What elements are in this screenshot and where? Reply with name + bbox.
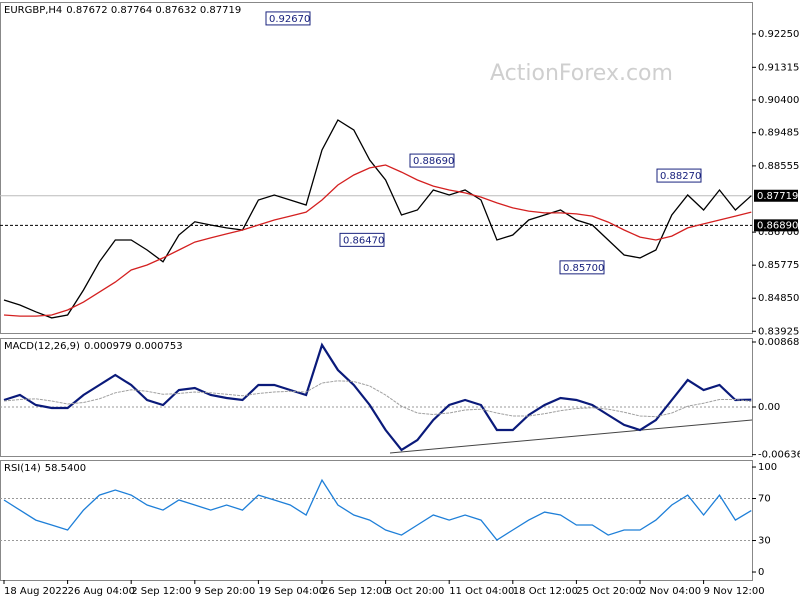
panel-readout: 0.87672 0.87764 0.87632 0.87719: [66, 5, 241, 16]
annotation-label: 0.86470: [343, 235, 384, 246]
series-line: [3, 342, 752, 452]
y-tick-label: 0: [758, 567, 764, 578]
y-tick-label: 0.91315: [758, 62, 799, 73]
y-tick-label: 0.89485: [758, 128, 799, 139]
current-price-box: [754, 189, 798, 202]
price-level-label: 0.86890: [757, 220, 798, 231]
annotation-box: [409, 153, 455, 168]
x-tick-label: 9 Nov 12:00: [704, 586, 765, 597]
x-tick-label: 18 Oct 12:00: [513, 586, 578, 597]
y-tick-label: 0.85775: [758, 260, 799, 271]
x-tick-label: 18 Aug 2022: [4, 586, 68, 597]
x-tick-label: 26 Aug 04:00: [68, 586, 135, 597]
y-tick-label: 0.90400: [758, 95, 799, 106]
panel-frame: [0, 460, 753, 581]
y-tick-label: 0.83925: [758, 326, 799, 337]
x-tick-label: 26 Sep 12:00: [322, 586, 389, 597]
series-line: [3, 164, 752, 317]
annotation-box: [656, 168, 702, 183]
x-tick-label: 3 Oct 20:00: [386, 586, 445, 597]
x-tick-label: 11 Oct 04:00: [449, 586, 514, 597]
annotation-label: 0.85700: [563, 263, 604, 274]
panel-frame: [0, 2, 753, 334]
x-tick-label: 9 Sep 20:00: [195, 586, 255, 597]
y-tick-label: 0.86700: [758, 227, 799, 238]
y-tick-label: 0.84850: [758, 293, 799, 304]
y-tick-label: 30: [758, 536, 771, 547]
series-line: [3, 478, 752, 541]
panel-readout: 0.000979 0.000753: [84, 341, 183, 352]
y-tick-label: 100: [758, 462, 777, 473]
annotation-box: [559, 260, 605, 275]
annotation-box: [265, 11, 311, 26]
annotation-label: 0.88270: [660, 171, 701, 182]
series-line: [3, 119, 752, 319]
price-level-box: [754, 219, 798, 232]
y-tick-label: 0.008686: [758, 337, 800, 348]
panel-title: EURGBP,H4: [4, 5, 62, 16]
y-tick-label: 0.00: [758, 402, 780, 413]
y-tick-label: -0.006366: [758, 450, 800, 461]
y-tick-label: 0.92250: [758, 29, 799, 40]
x-tick-label: 2 Sep 12:00: [131, 586, 191, 597]
annotation-label: 0.92670: [269, 14, 310, 25]
series-line: [3, 380, 752, 418]
y-tick-label: 70: [758, 494, 771, 505]
panel-frame: [0, 338, 753, 457]
trend-line: [389, 419, 753, 454]
watermark: ActionForex.com: [490, 61, 673, 86]
y-tick-label: 0.88555: [758, 161, 799, 172]
x-tick-label: 25 Oct 20:00: [576, 586, 641, 597]
x-tick-label: 19 Sep 04:00: [258, 586, 325, 597]
x-tick-label: 2 Nov 04:00: [640, 586, 701, 597]
panel-title: RSI(14): [4, 463, 41, 474]
current-price-label: 0.87719: [757, 191, 798, 202]
panel-title: MACD(12,26,9): [4, 341, 80, 352]
annotation-box: [339, 232, 385, 247]
annotation-label: 0.88690: [413, 156, 454, 167]
panel-readout: 58.5400: [45, 463, 86, 474]
